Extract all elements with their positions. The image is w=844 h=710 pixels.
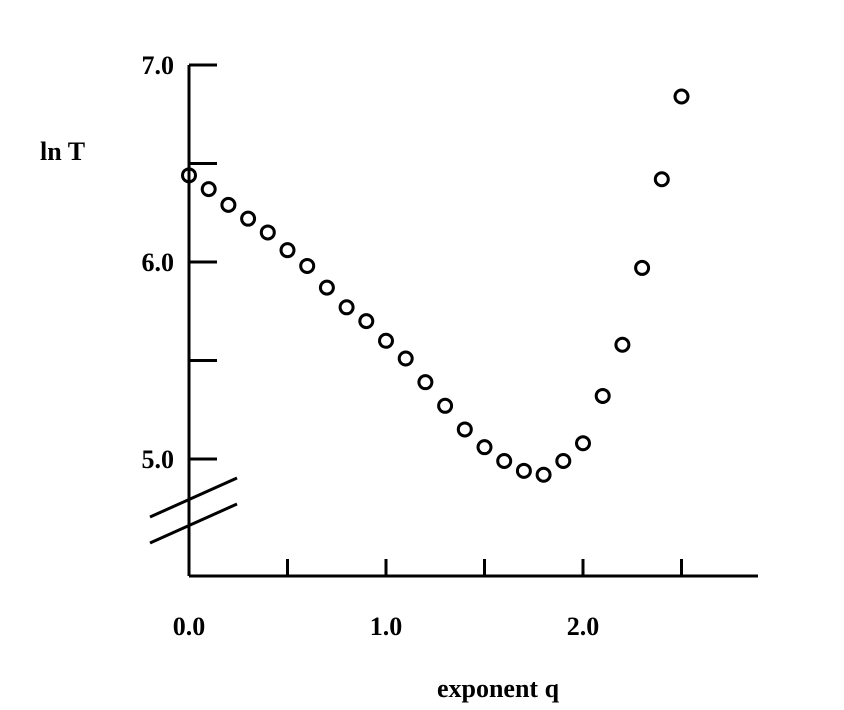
data-point bbox=[535, 466, 552, 483]
y-tick-label: 5.0 bbox=[142, 445, 175, 474]
data-point bbox=[575, 435, 591, 452]
x-tick-label: 2.0 bbox=[567, 612, 600, 641]
data-point bbox=[358, 313, 375, 330]
data-point bbox=[594, 387, 611, 404]
data-points bbox=[181, 88, 690, 483]
y-axis-title: ln T bbox=[40, 137, 85, 166]
data-point bbox=[653, 171, 670, 188]
axis-break-mark bbox=[149, 502, 238, 545]
data-point bbox=[299, 257, 316, 274]
data-point bbox=[476, 439, 493, 456]
data-point bbox=[437, 397, 454, 414]
data-point bbox=[555, 452, 572, 469]
data-point bbox=[456, 421, 473, 438]
data-point bbox=[279, 242, 296, 259]
ticks bbox=[187, 63, 683, 576]
axis-break-mark bbox=[149, 476, 238, 519]
data-point bbox=[634, 259, 651, 276]
y-tick-label: 6.0 bbox=[142, 248, 175, 277]
data-point bbox=[397, 350, 414, 367]
tick-labels: 5.0 6.0 7.0 0.0 1.0 2.0 bbox=[142, 51, 600, 641]
data-point bbox=[673, 88, 690, 105]
y-tick-label: 7.0 bbox=[142, 51, 175, 80]
x-tick-label: 0.0 bbox=[173, 612, 206, 641]
data-point bbox=[496, 452, 513, 469]
data-point bbox=[181, 167, 197, 184]
data-point bbox=[338, 299, 355, 316]
data-point bbox=[200, 181, 217, 198]
data-point bbox=[417, 374, 434, 391]
axes bbox=[149, 65, 758, 578]
data-point bbox=[614, 336, 631, 353]
x-tick-label: 1.0 bbox=[370, 612, 403, 641]
data-point bbox=[259, 224, 276, 241]
data-point bbox=[240, 210, 257, 227]
data-point bbox=[318, 279, 335, 296]
data-point bbox=[378, 332, 394, 349]
x-axis-title: exponent q bbox=[437, 674, 560, 703]
data-point bbox=[515, 462, 532, 479]
data-point bbox=[220, 196, 237, 213]
